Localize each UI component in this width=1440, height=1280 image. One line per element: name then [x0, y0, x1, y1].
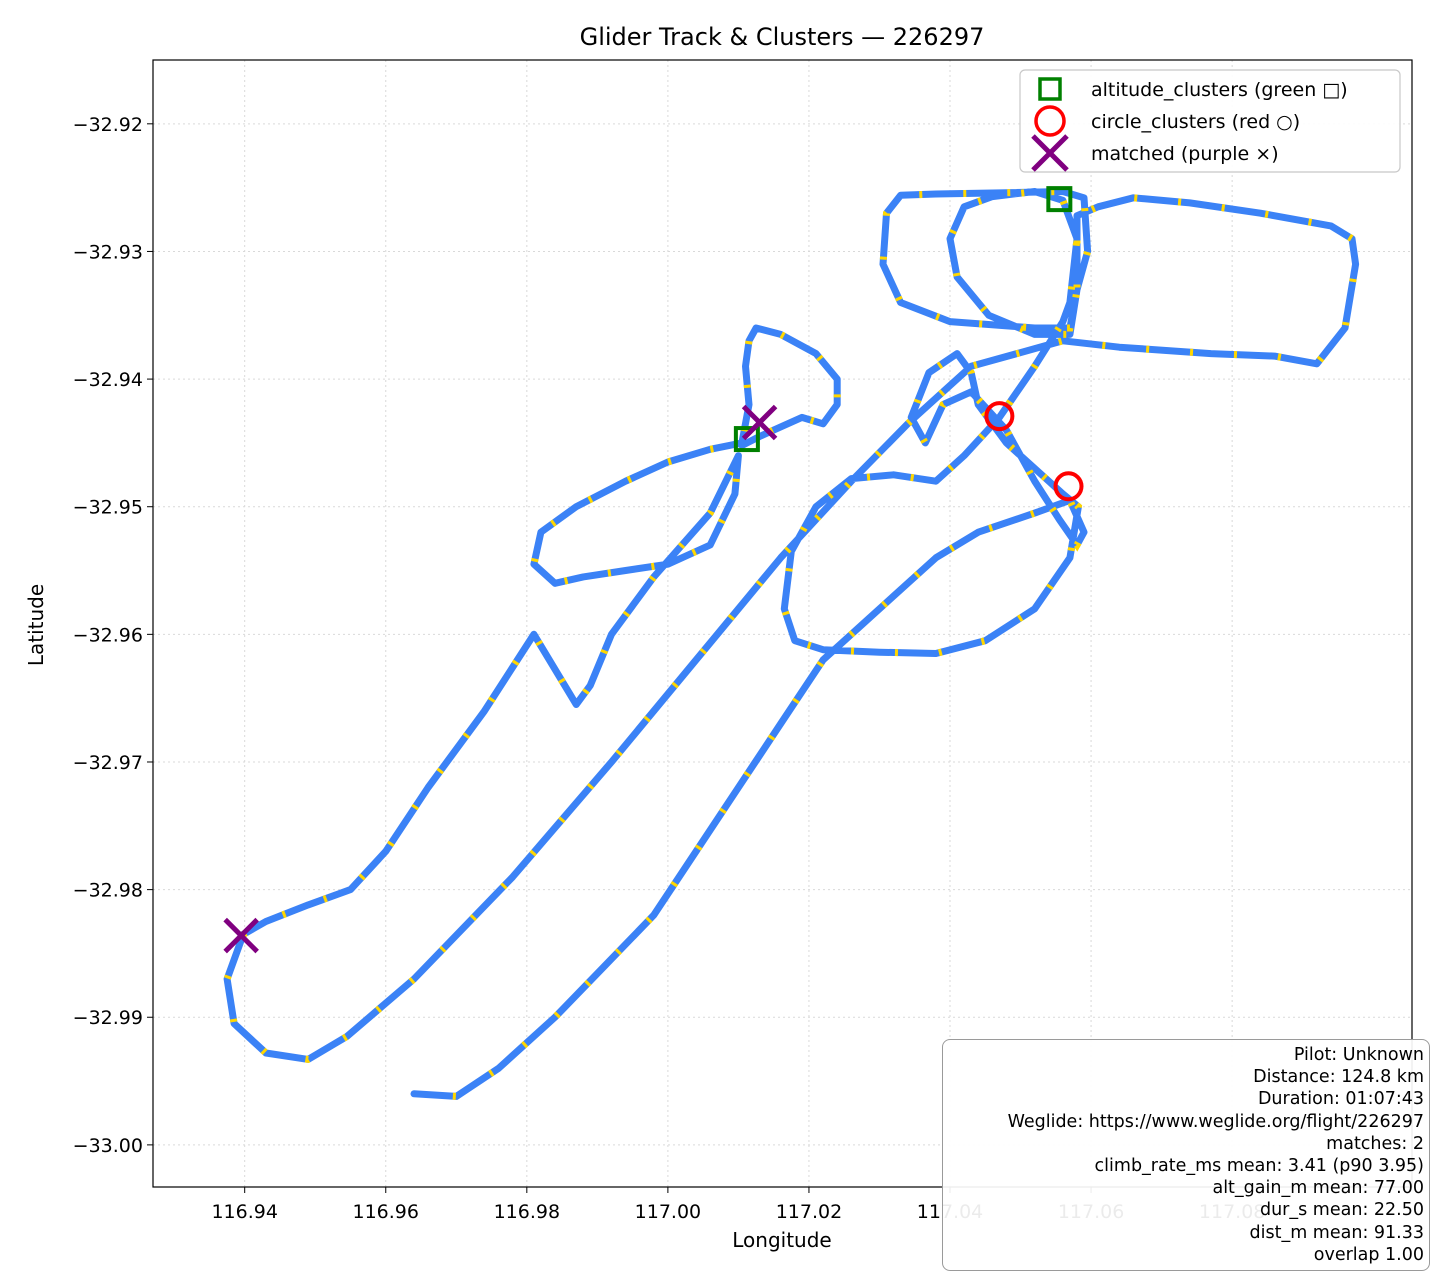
x-tick-label: 116.94: [211, 1201, 277, 1223]
y-tick-label: −33.00: [73, 1135, 143, 1157]
info-climb-rate: climb_rate_ms mean: 3.41 (p90 3.95): [1094, 1156, 1424, 1177]
info-matches: matches: 2: [1326, 1133, 1424, 1154]
y-axis-label: Latitude: [24, 584, 48, 666]
legend-circle-marker: [1034, 105, 1066, 137]
info-weglide: Weglide: https://www.weglide.org/flight/…: [1007, 1111, 1424, 1132]
info-overlap: overlap 1.00: [1313, 1244, 1424, 1265]
y-tick-label: −32.99: [73, 1007, 143, 1029]
y-tick-label: −32.98: [73, 880, 143, 902]
circle-cluster-marker: [984, 401, 1015, 432]
x-tick-label: 117.02: [776, 1201, 842, 1223]
x-tick-label: 116.98: [494, 1201, 560, 1223]
flight-track-main: [223, 188, 1360, 1100]
y-tick-label: −32.93: [73, 241, 143, 263]
altitude-cluster-marker: [1046, 186, 1073, 213]
x-tick-label: 117.00: [635, 1201, 701, 1223]
info-duration-mean: dur_s mean: 22.50: [1259, 1200, 1424, 1221]
info-pilot: Pilot: Unknown: [1293, 1045, 1424, 1065]
plot-frame: [152, 59, 1413, 1188]
plot-area: [223, 186, 1360, 1100]
y-tick-label: −32.92: [73, 114, 143, 136]
legend-altitude-marker: [1038, 77, 1062, 101]
legend-frame: [1019, 69, 1401, 173]
info-distance-mean: dist_m mean: 91.33: [1249, 1222, 1425, 1243]
legend-matched-label: matched (purple ×): [1091, 143, 1279, 165]
x-axis-label: Longitude: [732, 1228, 831, 1252]
flight-track-main-climb-samples: [223, 187, 1360, 1100]
info-duration: Duration: 01:07:43: [1257, 1089, 1424, 1110]
flight-info-box: Pilot: Unknown Distance: 124.8 km Durati…: [942, 1039, 1430, 1271]
matched-marker: [741, 404, 778, 441]
legend-circle-label: circle_clusters (red ○): [1091, 111, 1300, 133]
info-distance: Distance: 124.8 km: [1253, 1067, 1424, 1088]
y-tick-label: −32.97: [73, 752, 143, 774]
legend-matched-marker: [1031, 134, 1069, 172]
y-tick-label: −32.96: [73, 624, 143, 646]
legend: altitude_clusters (green □) circle_clust…: [1019, 69, 1401, 173]
flight-track-west: [239, 324, 841, 938]
grid-lines: [153, 60, 1412, 1187]
legend-altitude-label: altitude_clusters (green □): [1091, 79, 1348, 101]
matched-marker: [223, 917, 259, 954]
circle-cluster-marker: [1053, 471, 1084, 502]
altitude-cluster-marker: [733, 426, 760, 453]
info-alt-gain: alt_gain_m mean: 77.00: [1212, 1178, 1424, 1199]
chart-title: Glider Track & Clusters — 226297: [580, 23, 985, 51]
y-axis-ticks: −32.92 −32.93 −32.94 −32.95 −32.96 −32.97 −32.…: [73, 114, 153, 1157]
x-tick-label: 116.96: [353, 1201, 419, 1223]
y-tick-label: −32.95: [73, 497, 143, 519]
y-tick-label: −32.94: [73, 369, 143, 391]
